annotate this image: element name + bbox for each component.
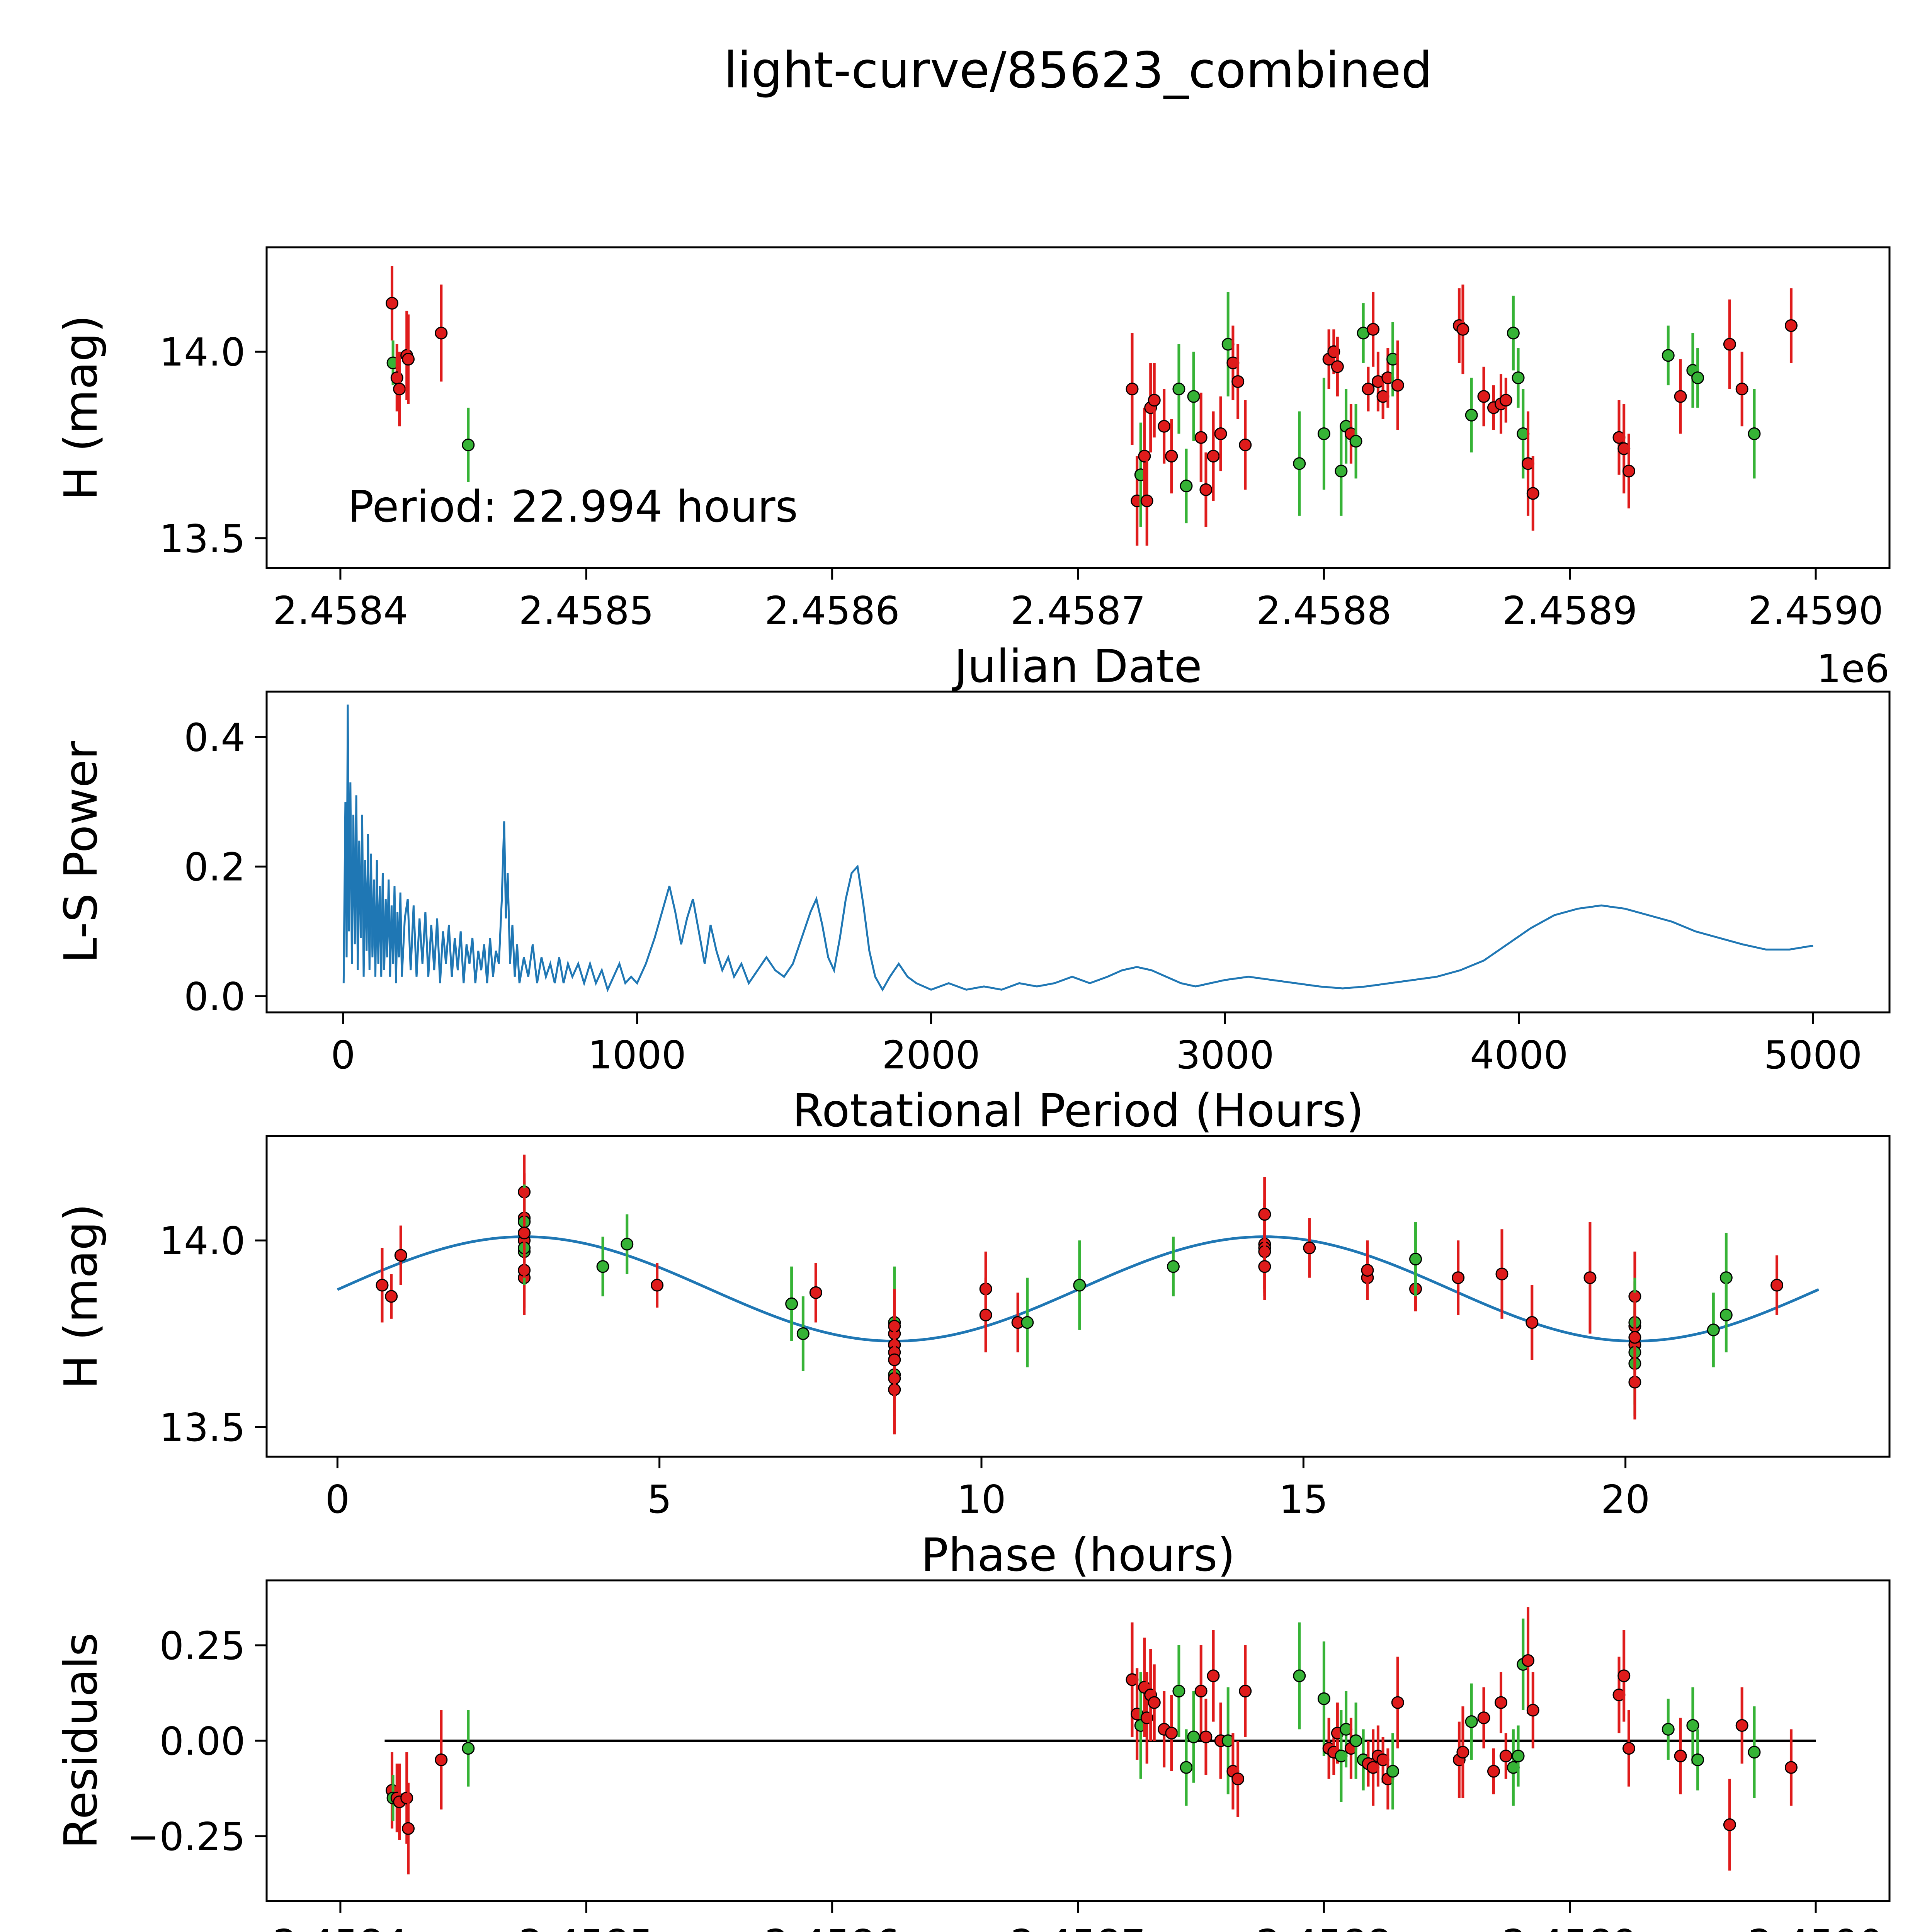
svg-text:2.4588: 2.4588 <box>1256 588 1391 633</box>
svg-text:2.4585: 2.4585 <box>519 1921 654 1932</box>
svg-text:0.25: 0.25 <box>159 1623 245 1668</box>
phase-folded-panel: 0 5 10 15 20 13.5 14.0 Phase (hours) H (mag) <box>54 1135 1891 1582</box>
figure-title: light-curve/85623_combined <box>723 42 1433 99</box>
svg-text:14.0: 14.0 <box>159 1218 245 1264</box>
svg-text:0.00: 0.00 <box>159 1719 245 1764</box>
svg-text:0.2: 0.2 <box>184 845 245 890</box>
svg-text:2.4589: 2.4589 <box>1502 588 1638 633</box>
svg-text:1000: 1000 <box>588 1032 686 1078</box>
svg-text:2.4590: 2.4590 <box>1748 1921 1883 1932</box>
svg-text:2.4589: 2.4589 <box>1502 1921 1638 1932</box>
svg-text:13.5: 13.5 <box>159 1405 245 1450</box>
svg-text:5000: 5000 <box>1764 1032 1862 1078</box>
svg-text:10: 10 <box>957 1477 1006 1522</box>
svg-text:2000: 2000 <box>882 1032 980 1078</box>
svg-text:Residuals: Residuals <box>54 1633 107 1849</box>
svg-text:2.4586: 2.4586 <box>765 588 900 633</box>
svg-text:4000: 4000 <box>1470 1032 1568 1078</box>
svg-text:0.0: 0.0 <box>184 974 245 1019</box>
svg-text:2.4586: 2.4586 <box>765 1921 900 1932</box>
svg-text:2.4587: 2.4587 <box>1010 588 1146 633</box>
svg-text:15: 15 <box>1279 1477 1328 1522</box>
svg-text:2.4587: 2.4587 <box>1010 1921 1146 1932</box>
svg-text:2.4584: 2.4584 <box>273 1921 408 1932</box>
svg-text:2.4585: 2.4585 <box>519 588 654 633</box>
svg-text:14.0: 14.0 <box>159 330 245 375</box>
svg-text:Period: 22.994 hours: Period: 22.994 hours <box>348 482 798 532</box>
phase-folded-axes-frame <box>265 1135 1891 1458</box>
periodogram-panel: 0 1000 2000 3000 4000 5000 0.0 0.2 0.4 Rotational… <box>54 690 1891 1137</box>
svg-text:13.5: 13.5 <box>159 516 245 561</box>
svg-text:2.4588: 2.4588 <box>1256 1921 1391 1932</box>
svg-text:20: 20 <box>1601 1477 1650 1522</box>
svg-text:−0.25: −0.25 <box>127 1814 245 1859</box>
svg-text:2.4584: 2.4584 <box>273 588 408 633</box>
svg-text:H (mag): H (mag) <box>54 315 107 500</box>
svg-text:2.4590: 2.4590 <box>1748 588 1883 633</box>
svg-text:H (mag): H (mag) <box>54 1204 107 1389</box>
residuals-panel: 2.4584 2.4585 2.4586 2.4587 2.4588 2.4589 2.45… <box>54 1579 1891 1932</box>
svg-text:Julian Date: Julian Date <box>951 639 1202 693</box>
svg-text:Rotational Period (Hours): Rotational Period (Hours) <box>792 1084 1364 1137</box>
svg-text:0: 0 <box>325 1477 350 1522</box>
periodogram-axes-frame <box>265 690 1891 1014</box>
svg-text:L-S Power: L-S Power <box>54 741 107 963</box>
svg-text:5: 5 <box>647 1477 672 1522</box>
jd-lightcurve-panel: 2.4584 2.4585 2.4586 2.4587 2.4588 2.4589 2.45… <box>54 246 1891 693</box>
svg-text:0: 0 <box>331 1032 355 1078</box>
svg-text:3000: 3000 <box>1176 1032 1274 1078</box>
periodogram-line <box>342 704 1813 993</box>
svg-text:Phase (hours): Phase (hours) <box>921 1528 1235 1582</box>
svg-text:0.4: 0.4 <box>184 715 245 760</box>
svg-text:1e6: 1e6 <box>1816 646 1889 691</box>
